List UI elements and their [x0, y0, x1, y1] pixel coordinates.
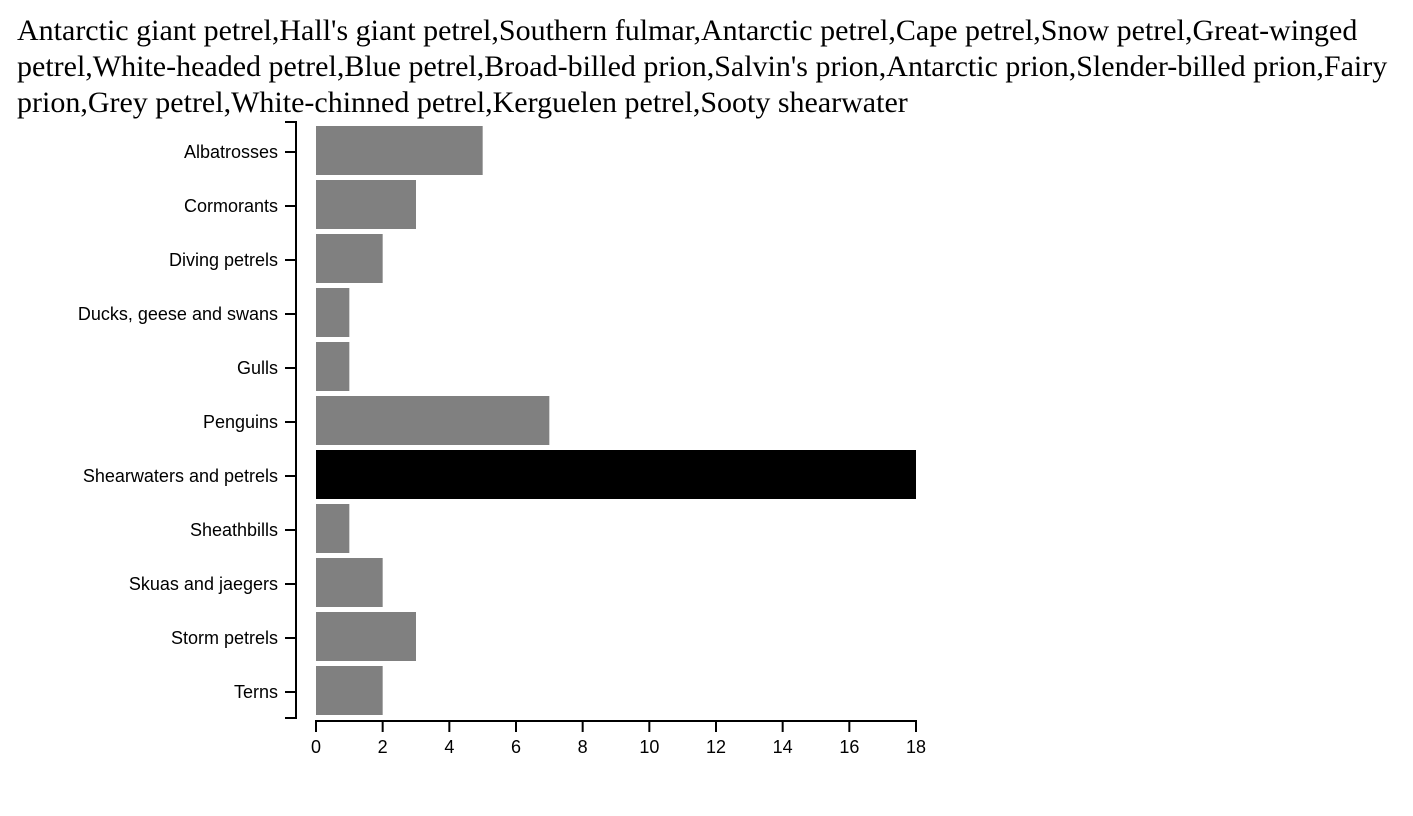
y-tick-label: Gulls: [237, 358, 278, 378]
bar-storm-petrels: [316, 612, 416, 661]
y-tick-label: Storm petrels: [171, 628, 278, 648]
x-axis-line: [315, 720, 917, 732]
bar-sheathbills: [316, 504, 350, 553]
y-tick-label: Shearwaters and petrels: [83, 466, 278, 486]
y-tick-label: Skuas and jaegers: [129, 574, 278, 594]
bar-gulls: [316, 342, 350, 391]
y-axis-line: [285, 121, 297, 719]
bar-diving-petrels: [316, 234, 383, 283]
species-list-text: Antarctic giant petrel,Hall's giant petr…: [17, 14, 1388, 119]
y-tick-label: Ducks, geese and swans: [78, 304, 278, 324]
y-tick-label: Penguins: [203, 412, 278, 432]
x-tick-label: 0: [311, 737, 321, 757]
bar-terns: [316, 666, 383, 715]
x-axis: 0 2 4 6 8 10 12 14 16 18: [311, 720, 926, 757]
bars-group: [316, 126, 916, 715]
x-tick-label: 18: [906, 737, 926, 757]
y-tick-label: Diving petrels: [169, 250, 278, 270]
y-tick-label: Terns: [234, 682, 278, 702]
x-tick-label: 10: [639, 737, 659, 757]
x-tick-label: 6: [511, 737, 521, 757]
x-tick-label: 4: [444, 737, 454, 757]
x-tick-label: 16: [839, 737, 859, 757]
bar-cormorants: [316, 180, 416, 229]
x-tick-label: 14: [773, 737, 793, 757]
bar-skuas-and-jaegers: [316, 558, 383, 607]
bar-penguins: [316, 396, 550, 445]
bar-shearwaters-and-petrels: [316, 450, 916, 499]
y-axis: Albatrosses Cormorants Diving petrels Ducks…: [78, 121, 297, 719]
y-tick-label: Sheathbills: [190, 520, 278, 540]
y-tick-label: Cormorants: [184, 196, 278, 216]
x-tick-label: 12: [706, 737, 726, 757]
bar-ducks-geese-and-swans: [316, 288, 350, 337]
y-tick-label: Albatrosses: [184, 142, 278, 162]
bar-albatrosses: [316, 126, 483, 175]
x-tick-label: 2: [378, 737, 388, 757]
x-tick-label: 8: [578, 737, 588, 757]
